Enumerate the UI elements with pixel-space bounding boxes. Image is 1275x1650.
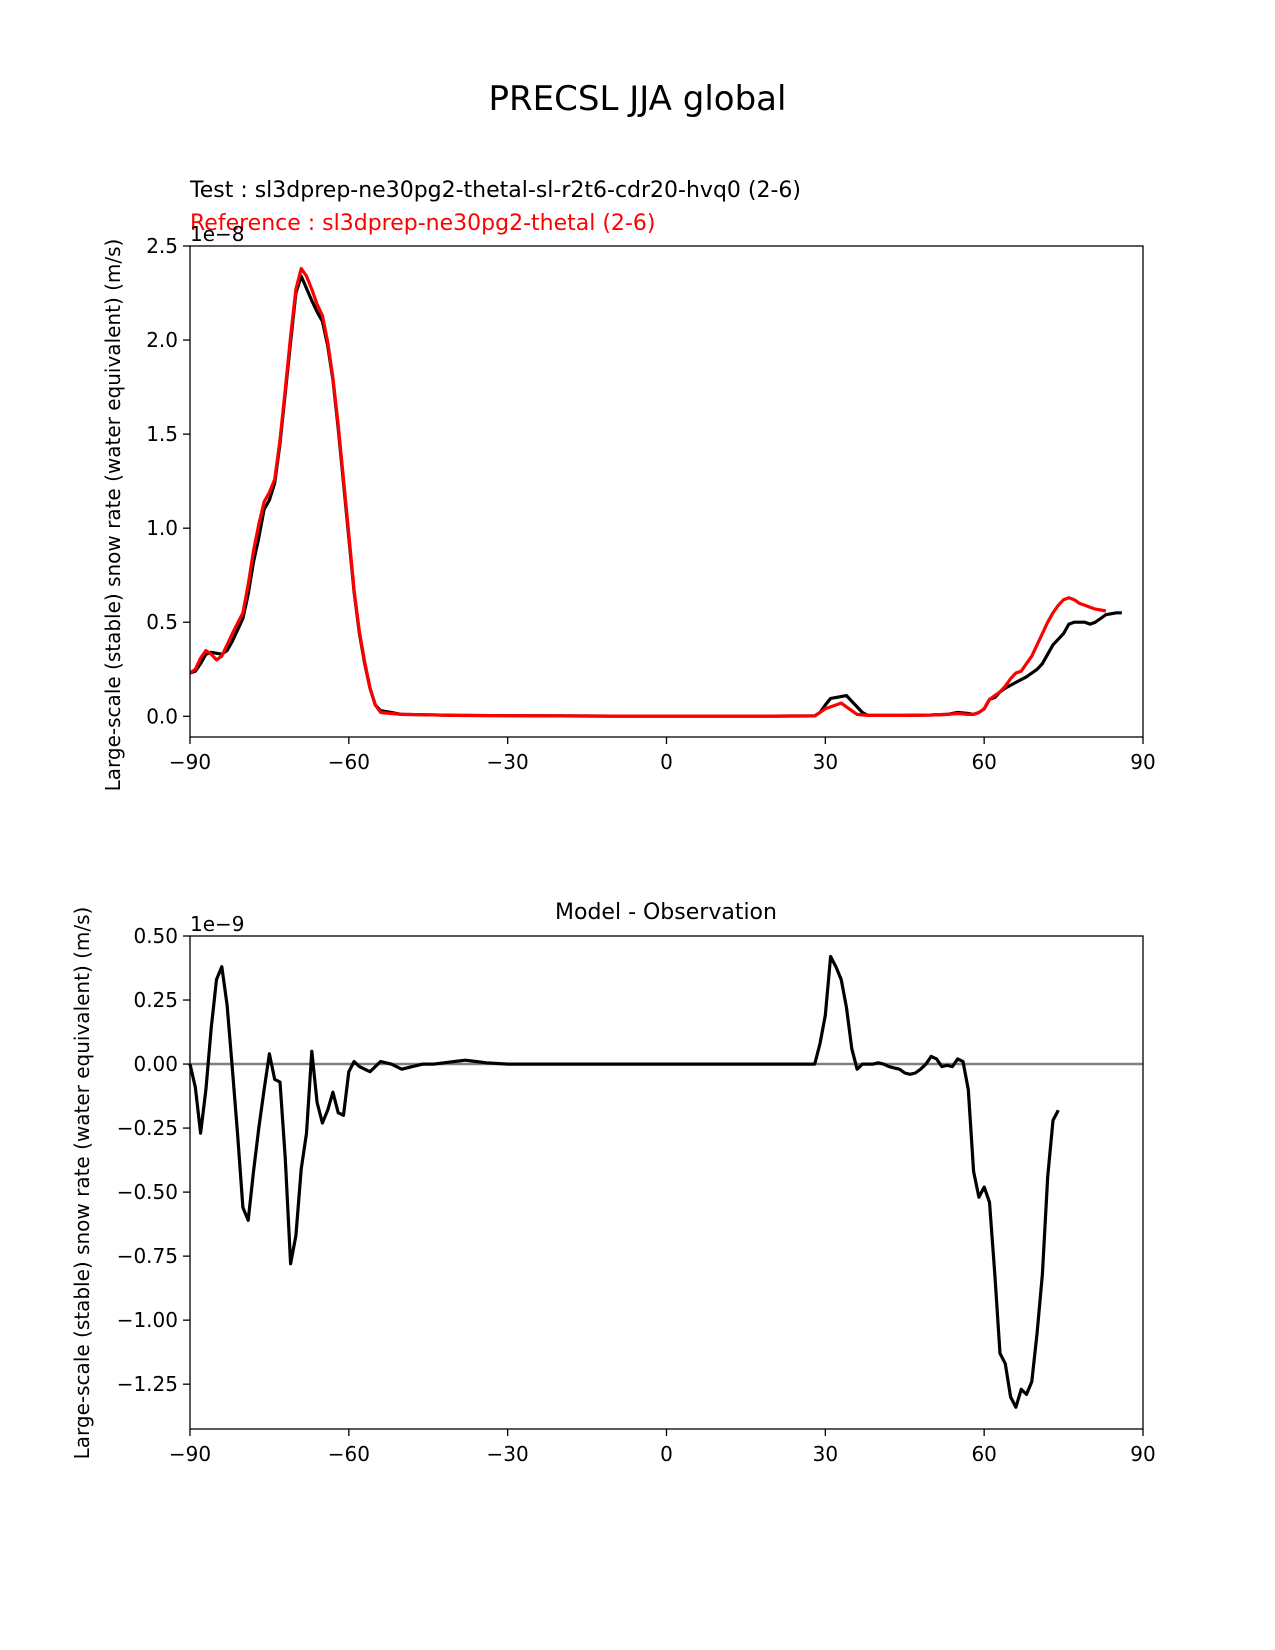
x-tick-label: 60 (971, 750, 996, 774)
difference-panel-plot: −90 −60 −30 0 30 60 90 0.50 0.25 0.00 −0.25 −0.50 −0… (70, 907, 1156, 1466)
y-offset-text: 1e−9 (190, 912, 245, 936)
y-axis-label: Large-scale (stable) snow rate (water eq… (101, 239, 125, 792)
x-tick-label: −30 (487, 750, 529, 774)
y-tick-label: 1.0 (146, 516, 178, 540)
y-tick-label: −0.50 (117, 1180, 178, 1204)
series-line-reference (189, 267, 1107, 718)
x-tick-label: 90 (1130, 750, 1155, 774)
plot-frame (189, 245, 1144, 738)
y-tick-label: 0.50 (133, 924, 178, 948)
reference-title: Reference : sl3dprep-ne30pg2-thetal (2-6… (190, 211, 655, 236)
x-tick-label: −90 (169, 1442, 211, 1466)
y-tick-label: −0.75 (117, 1244, 178, 1268)
x-tick-label: −60 (328, 750, 370, 774)
y-tick-label: 0.00 (133, 1052, 178, 1076)
x-tick-label: 0 (660, 1442, 673, 1466)
y-tick-label: −0.25 (117, 1116, 178, 1140)
x-tick-label: 30 (813, 750, 838, 774)
difference-title: Model - Observation (555, 900, 777, 925)
y-tick-label: 0.25 (133, 988, 178, 1012)
y-tick-label: −1.25 (117, 1372, 178, 1396)
y-tick-label: 1.5 (146, 422, 178, 446)
x-tick-label: −60 (328, 1442, 370, 1466)
y-tick-label: 2.5 (146, 234, 178, 258)
x-tick-label: 60 (971, 1442, 996, 1466)
y-tick-label: 0.5 (146, 610, 178, 634)
y-offset-text: 1e−8 (190, 222, 245, 246)
x-tick-label: −30 (487, 1442, 529, 1466)
series-line-model-observation (188, 954, 1060, 1409)
y-tick-label: −1.00 (117, 1308, 178, 1332)
test-title: Test : sl3dprep-ne30pg2-thetal-sl-r2t6-c… (189, 178, 801, 203)
series-line-test (189, 274, 1122, 718)
x-tick-label: −90 (169, 750, 211, 774)
y-axis-label: Large-scale (stable) snow rate (water eq… (70, 907, 94, 1460)
x-tick-label: 90 (1130, 1442, 1155, 1466)
x-tick-label: 0 (660, 750, 673, 774)
y-tick-label: 0.0 (146, 704, 178, 728)
top-panel-plot: −90 −60 −30 0 30 60 90 0.0 0.5 1.0 1.5 2.0 2.5 1e−8 La… (101, 222, 1156, 791)
x-tick-label: 30 (813, 1442, 838, 1466)
figure-title: PRECSL JJA global (489, 79, 787, 119)
y-tick-label: 2.0 (146, 328, 178, 352)
